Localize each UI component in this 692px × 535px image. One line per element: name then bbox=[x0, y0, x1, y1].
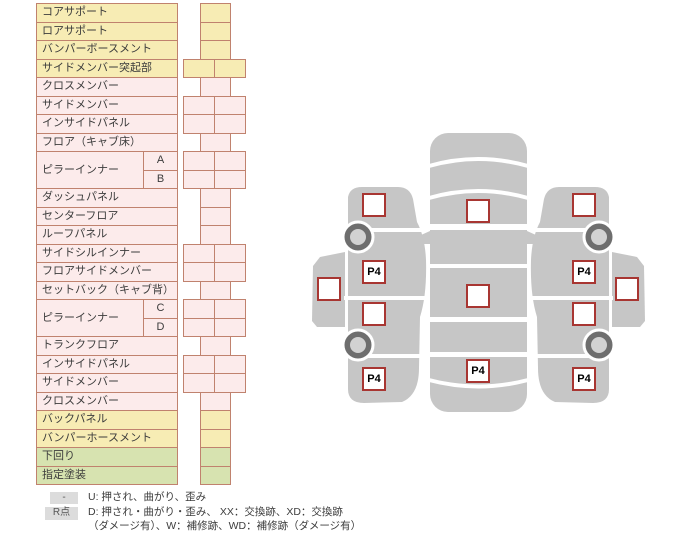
damage-marker-center-rear[interactable]: P4 bbox=[466, 359, 490, 383]
damage-marker-side-left-lower[interactable] bbox=[362, 302, 386, 326]
mark-cell[interactable] bbox=[214, 243, 246, 263]
mark-cell[interactable] bbox=[183, 58, 215, 78]
part-row-label: ダッシュパネル bbox=[36, 188, 178, 208]
mark-cell[interactable] bbox=[214, 169, 246, 189]
part-row-label: センターフロア bbox=[36, 206, 178, 226]
mark-cell[interactable] bbox=[183, 169, 215, 189]
mark-cell[interactable] bbox=[183, 114, 215, 134]
part-sub-label: A bbox=[143, 151, 178, 171]
mark-cell[interactable] bbox=[200, 447, 231, 467]
vehicle-diagram bbox=[312, 133, 645, 412]
mark-cell[interactable] bbox=[214, 151, 246, 171]
mark-cell[interactable] bbox=[200, 336, 231, 356]
part-row-label: フロアサイドメンバー bbox=[36, 262, 178, 282]
mark-cell[interactable] bbox=[214, 58, 246, 78]
part-sub-label: B bbox=[143, 169, 178, 189]
mark-cell[interactable] bbox=[214, 299, 246, 319]
part-row-label: サイドメンバー bbox=[36, 95, 178, 115]
mark-cell[interactable] bbox=[200, 391, 231, 411]
part-row-label: インサイドパネル bbox=[36, 354, 178, 374]
part-row-label: ピラーインナー bbox=[36, 151, 144, 189]
car-top-view bbox=[421, 133, 536, 412]
mark-cell[interactable] bbox=[200, 410, 231, 430]
mark-cell[interactable] bbox=[214, 354, 246, 374]
damage-marker-side-left-outer[interactable] bbox=[317, 277, 341, 301]
part-row-label: サイドメンバー bbox=[36, 373, 178, 393]
mark-cell[interactable] bbox=[200, 188, 231, 208]
mark-cell[interactable] bbox=[183, 373, 215, 393]
mark-cell[interactable] bbox=[200, 280, 231, 300]
mark-cell[interactable] bbox=[200, 77, 231, 97]
mark-cell[interactable] bbox=[200, 132, 231, 152]
part-sub-label: D bbox=[143, 317, 178, 337]
mark-cell[interactable] bbox=[200, 3, 231, 23]
part-row-label: コアサポート bbox=[36, 3, 178, 23]
legend-key-dash: - bbox=[50, 492, 78, 504]
car-side-view-left bbox=[312, 187, 427, 403]
car-side-view-right bbox=[530, 187, 645, 403]
part-row-label: サイドメンバー突起部 bbox=[36, 58, 178, 78]
part-row-label: バックパネル bbox=[36, 410, 178, 430]
part-row-label: 下回り bbox=[36, 447, 178, 467]
mark-cell[interactable] bbox=[200, 206, 231, 226]
mark-cell[interactable] bbox=[183, 95, 215, 115]
legend-text-damage: （ダメージ有）、W：補修跡、WD：補修跡（ダメージ有） bbox=[88, 520, 362, 532]
part-row-label: トランクフロア bbox=[36, 336, 178, 356]
mark-cell[interactable] bbox=[200, 428, 231, 448]
part-row-label: ロアサポート bbox=[36, 21, 178, 41]
mark-cell[interactable] bbox=[183, 262, 215, 282]
mark-cell[interactable] bbox=[200, 465, 231, 485]
damage-marker-side-right-upper[interactable]: P4 bbox=[572, 260, 596, 284]
mark-cell[interactable] bbox=[214, 262, 246, 282]
damage-marker-side-left-upper[interactable]: P4 bbox=[362, 260, 386, 284]
mark-cell[interactable] bbox=[183, 317, 215, 337]
part-row-label: ピラーインナー bbox=[36, 299, 144, 337]
damage-marker-side-left-bottom[interactable]: P4 bbox=[362, 367, 386, 391]
mark-cell[interactable] bbox=[214, 95, 246, 115]
mark-cell[interactable] bbox=[200, 21, 231, 41]
part-row-label: インサイドパネル bbox=[36, 114, 178, 134]
mark-cell[interactable] bbox=[214, 317, 246, 337]
part-row-label: フロア（キャブ床） bbox=[36, 132, 178, 152]
mark-cell[interactable] bbox=[183, 299, 215, 319]
part-row-label: セットバック（キャブ背） bbox=[36, 280, 178, 300]
damage-marker-center-front[interactable] bbox=[466, 199, 490, 223]
part-row-label: サイドシルインナー bbox=[36, 243, 178, 263]
legend-text-d: D: 押され・曲がり・歪み、 XX：交換跡、XD：交換跡 bbox=[88, 506, 343, 518]
mark-cell[interactable] bbox=[214, 373, 246, 393]
mark-cell[interactable] bbox=[183, 151, 215, 171]
damage-marker-side-right-top[interactable] bbox=[572, 193, 596, 217]
part-row-label: バンパーボースメント bbox=[36, 40, 178, 60]
part-row-label: バンパーホースメント bbox=[36, 428, 178, 448]
damage-marker-side-left-top[interactable] bbox=[362, 193, 386, 217]
mark-cell[interactable] bbox=[200, 225, 231, 245]
mark-cell[interactable] bbox=[200, 40, 231, 60]
mark-cell[interactable] bbox=[183, 354, 215, 374]
damage-marker-side-right-outer[interactable] bbox=[615, 277, 639, 301]
mark-cell[interactable] bbox=[214, 114, 246, 134]
legend-key-rpoint: R点 bbox=[45, 507, 78, 520]
part-row-label: 指定塗装 bbox=[36, 465, 178, 485]
damage-marker-side-right-lower[interactable] bbox=[572, 302, 596, 326]
part-row-label: ルーフパネル bbox=[36, 225, 178, 245]
damage-marker-center-middle[interactable] bbox=[466, 284, 490, 308]
part-row-label: クロスメンバー bbox=[36, 77, 178, 97]
damage-marker-side-right-bottom[interactable]: P4 bbox=[572, 367, 596, 391]
legend-text-u: U: 押され、曲がり、歪み bbox=[88, 491, 207, 503]
part-sub-label: C bbox=[143, 299, 178, 319]
part-row-label: クロスメンバー bbox=[36, 391, 178, 411]
mark-cell[interactable] bbox=[183, 243, 215, 263]
